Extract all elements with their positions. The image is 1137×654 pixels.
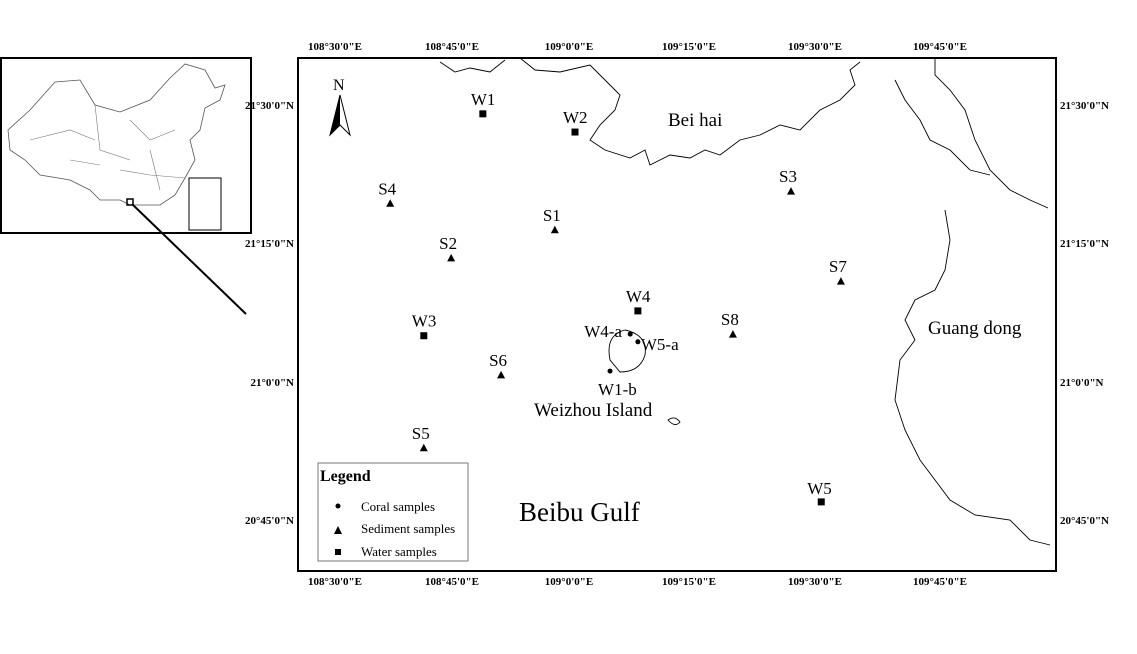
lon-tick-label: 108°30'0"E (308, 41, 362, 53)
station-label: W5 (807, 479, 832, 498)
coral-sample-marker (607, 368, 613, 374)
station-label: W1 (471, 90, 496, 109)
station-label: W4-a (584, 322, 622, 341)
station-label: S7 (829, 257, 847, 276)
station-label: W4 (626, 287, 651, 306)
sediment-sample-marker (419, 443, 428, 452)
lon-tick-label: 109°15'0"E (662, 576, 716, 588)
station-S3: S3 (779, 167, 797, 195)
station-W4: W4 (626, 287, 651, 315)
station-label: S8 (721, 310, 739, 329)
label-guangdong: Guang dong (928, 318, 1022, 339)
water-sample-marker (571, 128, 579, 136)
coral-symbol-icon (335, 503, 341, 509)
station-W1: W1 (471, 90, 496, 118)
lon-tick-label: 109°15'0"E (662, 41, 716, 53)
lat-tick-label: 21°15'0"N (245, 238, 294, 250)
water-sample-marker (817, 498, 825, 506)
station-W3: W3 (412, 312, 437, 340)
lon-tick-label: 109°30'0"E (788, 41, 842, 53)
station-label: W5-a (641, 335, 679, 354)
sediment-symbol-icon (334, 526, 342, 534)
label-beibu-gulf: Beibu Gulf (519, 497, 640, 527)
water-sample-marker (420, 332, 428, 340)
lon-tick-label: 109°30'0"E (788, 576, 842, 588)
water-symbol-icon (335, 549, 341, 555)
station-label: S1 (543, 206, 561, 225)
sediment-sample-marker (550, 225, 559, 234)
water-sample-marker (479, 110, 487, 118)
sediment-sample-marker (728, 330, 737, 338)
station-S2: S2 (439, 234, 457, 262)
legend-item-water: Water samples (361, 544, 437, 559)
station-label: S2 (439, 234, 457, 253)
sediment-sample-marker (787, 187, 795, 195)
station-label: W1-b (598, 380, 637, 399)
lat-tick-label: 20°45'0"N (245, 515, 294, 527)
legend: Legend Coral samples Sediment samples Wa… (317, 462, 469, 562)
coral-sample-marker (635, 339, 641, 345)
sediment-sample-marker (836, 277, 845, 285)
station-label: S4 (378, 179, 396, 198)
station-W5: W5 (807, 479, 832, 506)
north-arrow: N (329, 77, 351, 137)
lat-tick-label: 21°15'0"N (1060, 238, 1109, 250)
legend-title: Legend (320, 468, 371, 485)
station-label: S5 (412, 424, 430, 443)
legend-item-coral: Coral samples (361, 499, 435, 514)
station-W1-b: W1-b (598, 368, 637, 399)
sediment-sample-marker (497, 370, 506, 379)
svg-text:N: N (333, 77, 345, 94)
lat-tick-label: 21°0'0"N (1060, 377, 1104, 389)
station-S8: S8 (721, 310, 739, 338)
lat-tick-label: 21°30'0"N (245, 100, 294, 112)
legend-item-sediment: Sediment samples (361, 521, 455, 536)
station-S6: S6 (489, 351, 507, 379)
station-W5-a: W5-a (635, 335, 679, 354)
lon-tick-label: 109°0'0"E (545, 576, 593, 588)
station-S7: S7 (829, 257, 847, 285)
lon-tick-label: 108°45'0"E (425, 41, 479, 53)
lat-tick-label: 21°30'0"N (1060, 100, 1109, 112)
coral-sample-marker (627, 331, 633, 337)
station-S5: S5 (412, 424, 430, 452)
station-label: S6 (489, 351, 507, 370)
lat-tick-label: 21°0'0"N (250, 377, 294, 389)
sediment-sample-marker (447, 253, 456, 262)
label-beihai: Bei hai (668, 110, 722, 131)
lon-tick-label: 109°45'0"E (913, 41, 967, 53)
water-sample-marker (634, 307, 642, 315)
station-label: W2 (563, 108, 588, 127)
sediment-sample-marker (386, 199, 395, 207)
station-S4: S4 (378, 179, 397, 207)
station-W4-a: W4-a (584, 322, 633, 341)
station-label: W3 (412, 312, 437, 331)
station-label: S3 (779, 167, 797, 186)
china-inset-map (0, 57, 252, 315)
coastline (439, 57, 1051, 546)
lat-tick-label: 20°45'0"N (1060, 515, 1109, 527)
label-weizhou-island: Weizhou Island (534, 400, 653, 421)
station-W2: W2 (563, 108, 588, 136)
lon-tick-label: 108°45'0"E (425, 576, 479, 588)
lon-tick-label: 108°30'0"E (308, 576, 362, 588)
station-S1: S1 (543, 206, 561, 234)
lon-tick-label: 109°45'0"E (913, 576, 967, 588)
lon-tick-label: 109°0'0"E (545, 41, 593, 53)
